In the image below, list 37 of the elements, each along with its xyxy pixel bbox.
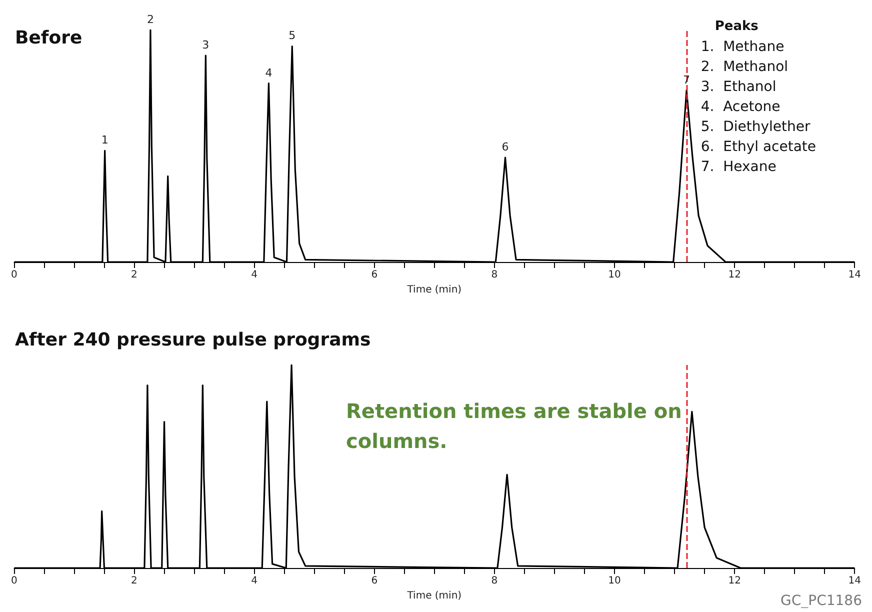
x-axis-title: Time (min) <box>406 284 462 296</box>
annotation: 3. Ethanol <box>700 79 776 95</box>
annotation: 3 <box>202 38 210 52</box>
x-tick-label: 6 <box>371 270 378 280</box>
annotation: 6 <box>502 140 509 154</box>
annotation: 1 <box>101 134 108 147</box>
x-tick-label: 6 <box>371 576 378 586</box>
annotation: 7 <box>683 73 690 86</box>
x-tick-label: 2 <box>131 576 138 586</box>
x-tick-label: 12 <box>728 270 741 280</box>
x-tick-label: 4 <box>251 576 258 586</box>
x-tick-label: 10 <box>608 270 621 280</box>
chart-title: After 240 pressure pulse programs <box>15 330 371 350</box>
annotation: 1. Methane <box>700 39 784 55</box>
text: GC_PC1186 <box>780 593 862 609</box>
x-tick-label: 12 <box>728 576 741 586</box>
annotation: 2. Methanol <box>700 59 788 75</box>
x-tick-label: 2 <box>131 270 138 280</box>
x-tick-label: 14 <box>848 270 862 280</box>
annotation: 2 <box>146 13 154 26</box>
x-tick-label: 14 <box>848 576 862 586</box>
x-tick-label: 0 <box>10 270 18 280</box>
x-tick-label: 8 <box>491 576 498 586</box>
annotation: 5 <box>288 29 296 42</box>
x-tick-label: 0 <box>10 576 18 586</box>
annotation: 5. Diethylether <box>700 119 811 135</box>
annotation: Peaks <box>714 19 759 34</box>
x-tick-label: 8 <box>491 270 498 280</box>
x-axis-title: Time (min) <box>406 590 462 602</box>
annotation: Retention times are stable on columns. <box>346 399 682 453</box>
annotation: 4. Acetone <box>700 99 780 115</box>
annotation: 6. Ethyl acetate <box>700 139 816 155</box>
annotation: 4 <box>265 66 272 80</box>
x-tick-label: 10 <box>608 576 621 586</box>
chart-title: Before <box>15 28 82 48</box>
annotation: 7. Hexane <box>700 159 776 175</box>
x-tick-label: 4 <box>251 270 258 280</box>
